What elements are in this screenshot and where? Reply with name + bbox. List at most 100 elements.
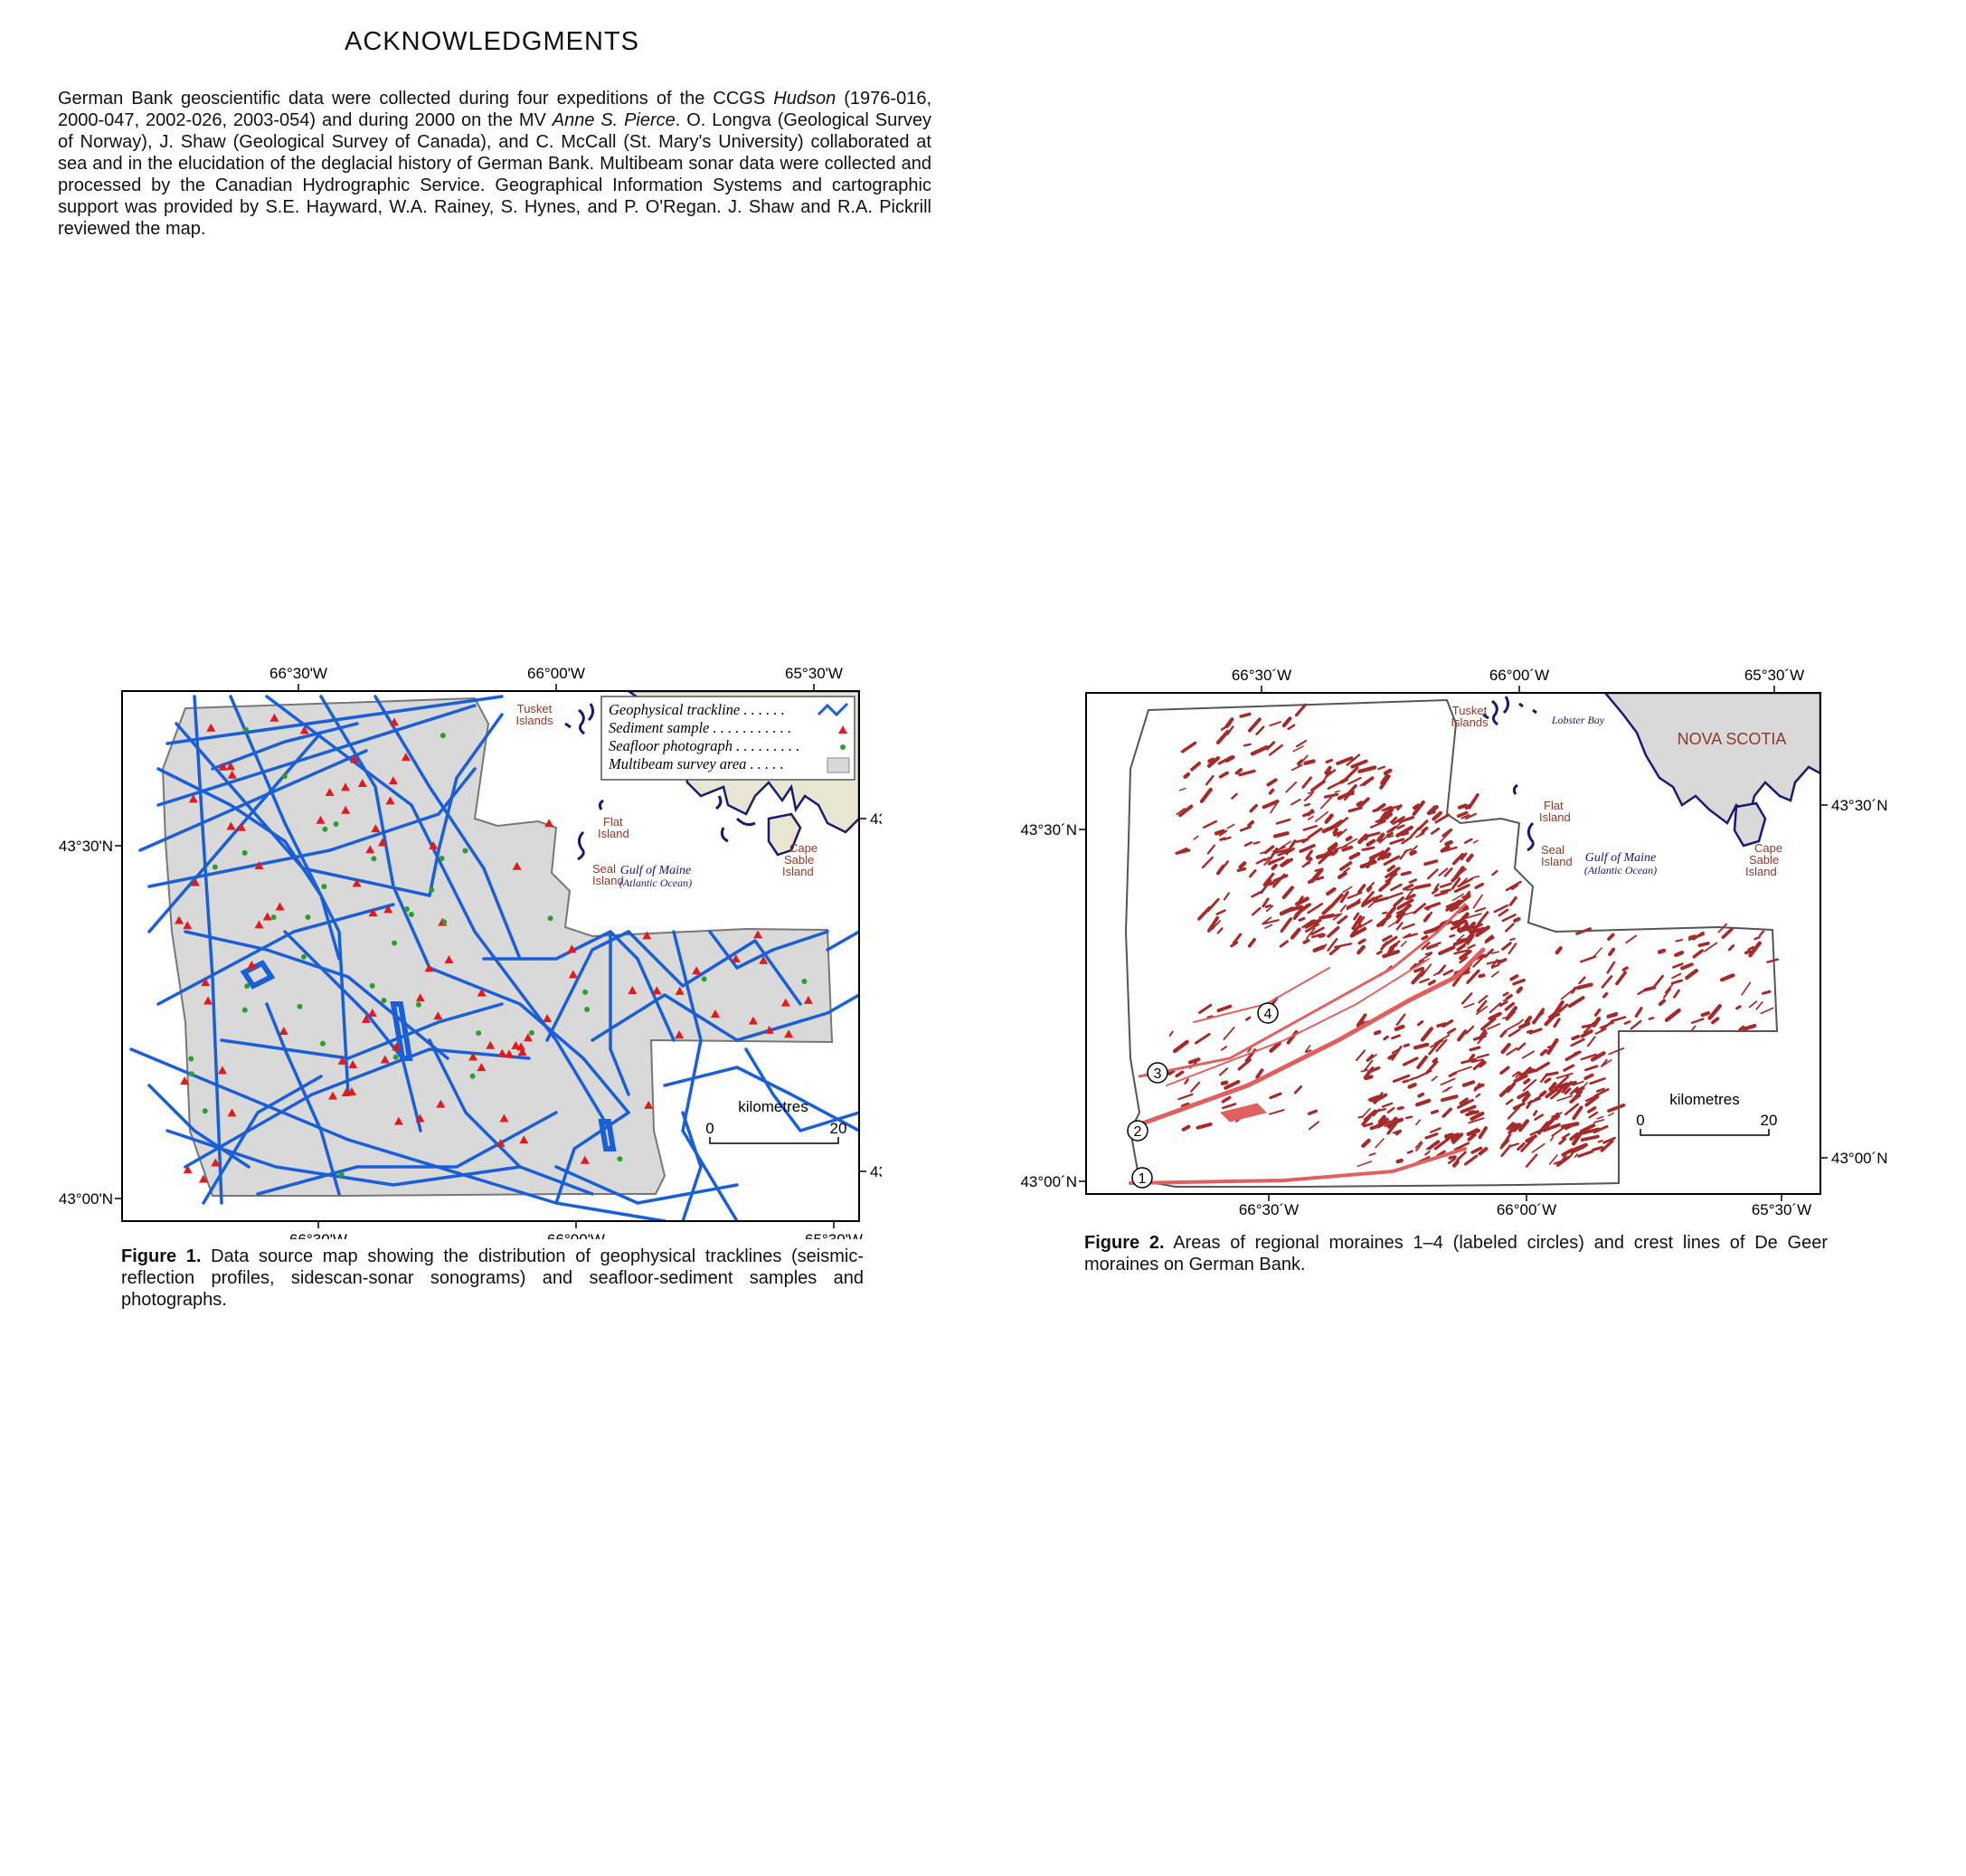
de-geer-moraine-crest: [1432, 1057, 1439, 1064]
de-geer-moraine-crest: [1177, 1093, 1194, 1101]
sediment-sample-marker: [710, 1009, 720, 1019]
seafloor-photo-marker: [305, 914, 311, 920]
de-geer-moraine-crest: [1506, 1122, 1515, 1131]
de-geer-moraine-crest: [1382, 934, 1393, 942]
legend-sample-label: Sediment sample . . . . . . . . . . .: [609, 719, 791, 736]
de-geer-moraine-crest: [1475, 925, 1490, 937]
de-geer-moraine-crest: [1248, 868, 1257, 878]
de-geer-moraine-crest: [1218, 771, 1229, 779]
figure-1-caption-text: Data source map showing the distribution…: [121, 1246, 864, 1310]
de-geer-moraine-crest: [1658, 999, 1667, 1007]
seafloor-photo-marker: [188, 1071, 194, 1077]
de-geer-moraine-crest: [1596, 1115, 1604, 1120]
de-geer-moraine-crest: [1443, 867, 1453, 877]
de-geer-moraine-crest: [1477, 1032, 1488, 1045]
de-geer-moraine-crest: [1319, 796, 1333, 810]
de-geer-moraine-crest: [1451, 874, 1460, 883]
de-geer-moraine-crest: [1347, 806, 1363, 813]
de-geer-moraine-crest: [1472, 894, 1483, 909]
fig2-label-seal-2: Island: [1541, 855, 1573, 868]
de-geer-moraine-crest: [1316, 876, 1325, 881]
de-geer-moraine-crest: [1295, 739, 1308, 748]
de-geer-moraine-crest: [1459, 949, 1472, 961]
sediment-sample-marker: [361, 1014, 371, 1023]
legend-photo-label: Seafloor photograph . . . . . . . . .: [609, 737, 799, 754]
sediment-sample-marker: [567, 944, 577, 953]
de-geer-moraine-crest: [1407, 1082, 1417, 1089]
fig1-lon-top-2: 66°00'W: [527, 665, 585, 682]
de-geer-moraine-crest: [1567, 996, 1585, 1009]
de-geer-moraine-crest: [1337, 871, 1347, 879]
fig1-label-gulf: Gulf of Maine: [620, 864, 692, 877]
de-geer-moraine-crest: [1526, 1029, 1533, 1034]
de-geer-moraine-crest: [1181, 1124, 1191, 1132]
de-geer-moraine-crest: [1324, 813, 1334, 824]
de-geer-moraine-crest: [1280, 917, 1293, 933]
de-geer-moraine-crest: [1426, 944, 1439, 951]
de-geer-moraine-crest: [1719, 973, 1735, 982]
de-geer-moraine-crest: [1414, 1069, 1432, 1079]
de-geer-moraine-crest: [1376, 802, 1386, 811]
de-geer-moraine-crest: [1588, 1111, 1599, 1119]
de-geer-moraine-crest: [1564, 1087, 1572, 1095]
moraine-circle-4: 4: [1257, 1002, 1279, 1024]
de-geer-moraine-crest: [1463, 838, 1473, 844]
de-geer-moraine-crest: [1484, 934, 1494, 943]
de-geer-moraine-crest: [1430, 827, 1441, 835]
de-geer-moraine-crest: [1448, 1071, 1458, 1078]
de-geer-moraine-crest: [1477, 911, 1489, 925]
fig2-frame: [1085, 692, 1821, 1195]
de-geer-moraine-crest: [1657, 948, 1667, 954]
de-geer-moraine-crest: [1755, 1000, 1763, 1010]
sediment-sample-marker: [652, 986, 662, 995]
de-geer-moraine-crest: [1391, 1034, 1402, 1040]
de-geer-moraine-crest: [1460, 1104, 1477, 1114]
de-geer-moraine-crest: [1637, 989, 1647, 996]
de-geer-moraine-crest: [1275, 831, 1286, 837]
de-geer-moraine-crest: [1396, 824, 1405, 829]
de-geer-moraine-crest: [1520, 1138, 1535, 1152]
sediment-sample-marker: [764, 1025, 774, 1034]
seafloor-photo-marker: [415, 1001, 421, 1008]
de-geer-moraine-crest: [1244, 1016, 1252, 1021]
de-geer-moraine-crest: [1344, 766, 1359, 781]
sediment-sample-marker: [227, 770, 237, 779]
de-geer-moraine-crest: [1264, 904, 1272, 909]
de-geer-moraine-crest: [1222, 1103, 1237, 1110]
de-geer-moraine-crest: [1675, 938, 1684, 943]
de-geer-moraine-crest: [1366, 1054, 1375, 1062]
de-geer-moraine-crest: [1449, 933, 1456, 938]
de-geer-moraine-crest: [1270, 800, 1280, 814]
de-geer-moraine-crest: [1602, 991, 1609, 999]
de-geer-moraine-crest: [1409, 845, 1418, 854]
de-geer-moraine-crest: [1449, 899, 1464, 913]
seafloor-photo-marker: [701, 976, 707, 982]
fig2-label-flat: Flat: [1544, 799, 1564, 812]
de-geer-moraine-crest: [1178, 804, 1194, 818]
de-geer-moraine-crest: [1435, 1038, 1448, 1053]
sediment-sample-marker: [227, 1108, 237, 1117]
de-geer-moraine-crest: [1308, 815, 1314, 820]
de-geer-moraine-crest: [1402, 911, 1415, 916]
de-geer-moraine-crest: [1553, 1018, 1561, 1028]
fig2-moraine-circles: 1 2 3 4: [1127, 1002, 1279, 1189]
sediment-sample-marker: [517, 1047, 527, 1056]
sediment-sample-marker: [415, 993, 425, 1002]
de-geer-moraine-crest: [1464, 1154, 1479, 1166]
de-geer-moraine-crest: [1281, 840, 1292, 848]
de-geer-moraine-crest: [1263, 845, 1275, 855]
de-geer-moraine-crest: [1423, 859, 1439, 867]
de-geer-moraine-crest: [1328, 945, 1340, 956]
de-geer-moraine-crest: [1480, 1017, 1497, 1031]
de-geer-moraine-crest: [1358, 919, 1373, 929]
de-geer-moraine-crest: [1347, 776, 1362, 785]
de-geer-moraine-crest: [1413, 1042, 1430, 1050]
ack-text-2: (1976-016, 2000-047, 2002-026, 2003-054)…: [58, 89, 931, 130]
de-geer-moraine-crest: [1301, 919, 1314, 929]
acknowledgments-paragraph: German Bank geoscientific data were coll…: [58, 88, 931, 240]
de-geer-moraine-crest: [1460, 1057, 1478, 1065]
de-geer-moraine-crest: [1440, 1077, 1456, 1086]
de-geer-moraine-crest: [1405, 893, 1416, 901]
de-geer-moraine-crest: [1490, 963, 1500, 969]
de-geer-moraine-crest: [1459, 877, 1468, 886]
